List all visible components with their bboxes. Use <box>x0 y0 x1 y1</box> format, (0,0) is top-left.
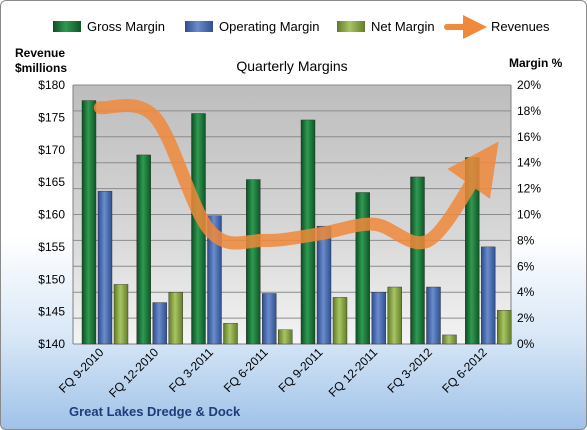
right-tick-label: 20% <box>517 78 541 92</box>
bar-net-margin <box>332 297 348 345</box>
right-tick-label: 10% <box>517 208 541 222</box>
bar-gross-margin <box>410 176 425 345</box>
legend-label-revenues: Revenues <box>491 19 550 34</box>
left-tick-label: $160 <box>38 208 65 222</box>
left-tick-label: $180 <box>38 78 65 92</box>
right-tick-label: 2% <box>517 311 535 325</box>
bar-net-margin <box>497 310 512 345</box>
bar-operating-margin <box>481 246 496 345</box>
x-tick-labels: FQ 9-2010 FQ 12-2010 FQ 3-2011 FQ 6-2011 FQ … <box>56 345 490 400</box>
right-tick-label: 16% <box>517 130 541 144</box>
x-tick-label: FQ 9-2011 <box>276 345 326 395</box>
left-tick-label: $155 <box>38 240 65 254</box>
right-tick-label: 6% <box>517 259 535 273</box>
x-tick-label: FQ 3-2012 <box>385 345 436 396</box>
left-tick-label: $175 <box>38 110 65 124</box>
bar-gross-margin <box>246 179 261 345</box>
left-tick-label: $170 <box>38 143 65 157</box>
right-tick-label: 14% <box>517 156 541 170</box>
bar-operating-margin <box>371 292 386 345</box>
right-tick-label: 18% <box>517 104 541 118</box>
bar-operating-margin <box>97 190 113 345</box>
x-tick-label: FQ 6-2012 <box>439 345 490 396</box>
bar-net-margin <box>168 292 183 345</box>
bar-gross-margin <box>355 192 370 345</box>
company-label: Great Lakes Dredge & Dock <box>69 404 241 419</box>
bar-net-margin <box>113 284 129 345</box>
right-tick-label: 12% <box>517 182 541 196</box>
bar-operating-margin <box>262 293 277 345</box>
bar-net-margin <box>387 286 402 345</box>
bar-operating-margin <box>207 215 222 345</box>
legend: Gross Margin Operating Margin Net Margin… <box>53 15 550 39</box>
bar-operating-margin <box>316 225 332 345</box>
revenue-line-layer <box>93 98 499 250</box>
bar-operating-margin <box>426 286 441 345</box>
bar-gross-margin <box>136 154 151 345</box>
legend-label-gross-margin: Gross Margin <box>87 19 165 34</box>
x-tick-label: FQ 3-2011 <box>166 345 216 395</box>
revenue-line <box>93 98 499 250</box>
x-tick-label: FQ 12-2010 <box>106 345 161 400</box>
legend-swatch-gross-margin <box>53 21 81 32</box>
right-tick-label: 0% <box>517 337 535 351</box>
left-tick-labels: $140 $145 $150 $155 $160 $165 $170 $175 $180 <box>38 78 65 351</box>
left-tick-label: $150 <box>38 272 65 286</box>
left-axis-title-line1: Revenue <box>15 46 65 60</box>
bar-operating-margin <box>152 302 167 345</box>
bar-gross-margin <box>81 100 97 345</box>
legend-label-operating-margin: Operating Margin <box>219 19 319 34</box>
legend-swatch-net-margin <box>337 21 365 32</box>
legend-swatch-operating-margin <box>185 21 213 32</box>
legend-label-net-margin: Net Margin <box>371 19 435 34</box>
right-axis-title: Margin % <box>509 56 563 70</box>
left-tick-label: $165 <box>38 175 65 189</box>
bar-net-margin <box>442 334 457 345</box>
right-tick-label: 4% <box>517 285 535 299</box>
x-tick-label: FQ 12-2011 <box>326 345 381 400</box>
right-tick-label: 8% <box>517 233 535 247</box>
right-tick-labels: 0% 2% 4% 6% 8% 10% 12% 14% 16% 18% 20% <box>517 78 541 351</box>
left-tick-label: $140 <box>38 337 65 351</box>
bar-net-margin <box>278 329 293 345</box>
x-tick-label: FQ 6-2011 <box>221 345 271 395</box>
bars <box>81 100 512 345</box>
left-axis-title-line2: $millions <box>15 61 67 75</box>
bar-net-margin <box>223 323 238 345</box>
x-tick-label: FQ 9-2010 <box>56 345 107 396</box>
left-tick-label: $145 <box>38 305 65 319</box>
chart-title: Quarterly Margins <box>236 58 347 74</box>
